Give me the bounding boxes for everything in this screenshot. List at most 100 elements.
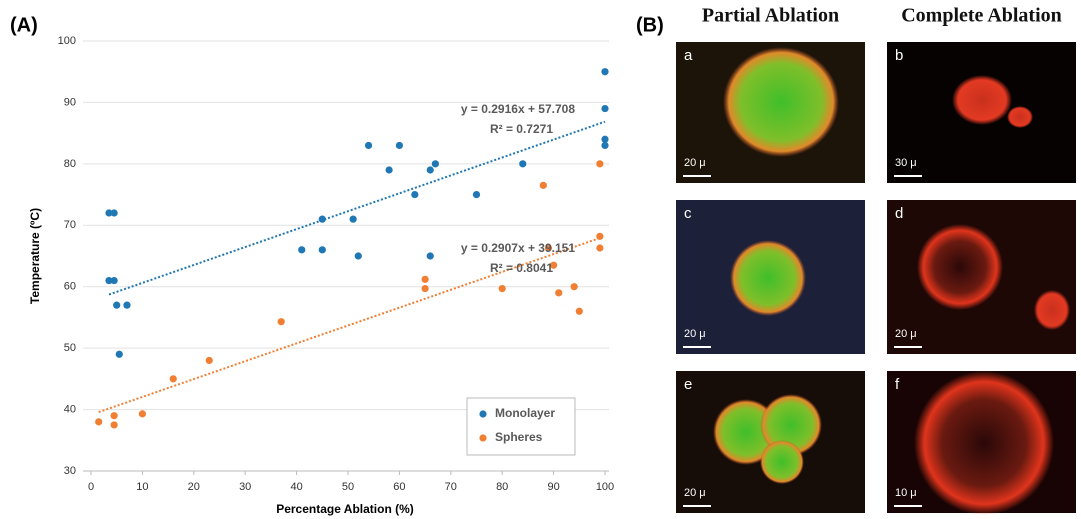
scale-label: 10 μ [895,487,917,499]
trendline-r2: R² = 0.7271 [490,122,553,136]
scale-label: 20 μ [895,328,917,340]
panel-label: (A) [10,14,38,36]
y-tick-label: 60 [64,281,76,293]
scale-label: 20 μ [684,487,706,499]
data-point [498,284,506,293]
scale-label: 20 μ [684,328,706,340]
data-point [426,252,434,260]
y-tick-label: 30 [64,465,76,477]
cell [1034,290,1070,330]
x-tick-label: 100 [596,481,614,493]
cell [760,440,804,484]
data-point [138,410,146,418]
data-point [113,301,121,309]
data-point [411,190,419,199]
micrograph: e 20 μ [676,371,865,513]
x-tick-label: 80 [496,481,508,493]
legend-marker [479,434,487,442]
x-tick-label: 0 [88,481,94,493]
x-tick-label: 20 [188,481,200,493]
data-point [570,283,578,291]
x-tick-label: 90 [547,481,559,493]
panel-letter: f [895,376,900,393]
cell [760,394,822,456]
x-tick-label: 50 [342,481,354,493]
data-point [421,284,429,293]
data-point [115,350,123,358]
legend-label: Monolayer [495,406,555,420]
y-tick-label: 40 [64,403,76,415]
legend-label: Spheres [495,430,543,444]
x-tick-label: 70 [445,481,457,493]
cell [917,224,1003,310]
data-point [601,68,609,76]
trendline-equation: y = 0.2907x + 39.151 [461,241,575,255]
data-point [472,190,481,199]
micrograph: c 20 μ [676,200,865,354]
cell [1007,106,1033,128]
data-point [105,276,113,285]
data-point [596,244,604,252]
data-point [95,418,103,426]
cell [723,47,839,157]
x-tick-label: 40 [290,481,302,493]
panel-letter: e [684,376,692,393]
legend-marker [479,410,487,418]
data-point [519,160,527,168]
cell [730,240,806,316]
data-point [385,166,393,174]
data-point [431,160,439,168]
micrograph: f 10 μ [887,371,1076,515]
micrograph: d 20 μ [887,200,1076,354]
scale-label: 20 μ [684,157,706,169]
data-point [550,261,558,269]
cell [914,371,1054,515]
scale-label: 30 μ [895,157,917,169]
y-tick-label: 50 [64,342,76,354]
x-tick-label: 30 [239,481,251,493]
data-point [421,275,429,283]
y-axis-label: Temperature (ºC) [28,208,42,304]
data-point [426,166,434,174]
data-point [349,215,357,223]
data-point [123,301,131,309]
column-heading: Partial Ablation [702,5,839,27]
cell [952,75,1012,125]
legend-box [466,397,576,456]
x-axis-label: Percentage Ablation (%) [276,502,414,516]
trendline [108,120,606,296]
data-point [277,318,285,326]
panel-letter: d [895,205,903,222]
data-point [601,135,609,143]
data-point [601,141,609,150]
data-point [105,209,113,217]
trendline-equation: y = 0.2916x + 57.708 [461,102,575,116]
panel-letter: a [684,47,693,64]
data-point [601,104,609,113]
data-point [395,141,403,150]
data-point [539,181,547,189]
y-tick-label: 100 [58,35,76,47]
trendline-r2: R² = 0.8041 [490,261,553,275]
data-point [110,412,118,420]
data-point [110,276,118,285]
x-tick-label: 10 [136,481,148,493]
data-point [110,209,118,217]
data-point [544,244,553,252]
y-tick-label: 90 [64,96,76,108]
panel-letter: c [684,205,692,222]
y-tick-label: 80 [64,158,76,170]
data-point [575,307,583,315]
micrograph: b 30 μ [887,42,1076,183]
trendline [98,237,601,414]
data-point [110,421,118,429]
data-point [364,141,373,150]
data-point [596,160,604,168]
data-point [318,215,326,223]
x-tick-label: 60 [393,481,405,493]
data-point [596,232,604,240]
data-point [298,246,306,254]
data-point [354,252,362,260]
panel-letter: b [895,47,903,64]
